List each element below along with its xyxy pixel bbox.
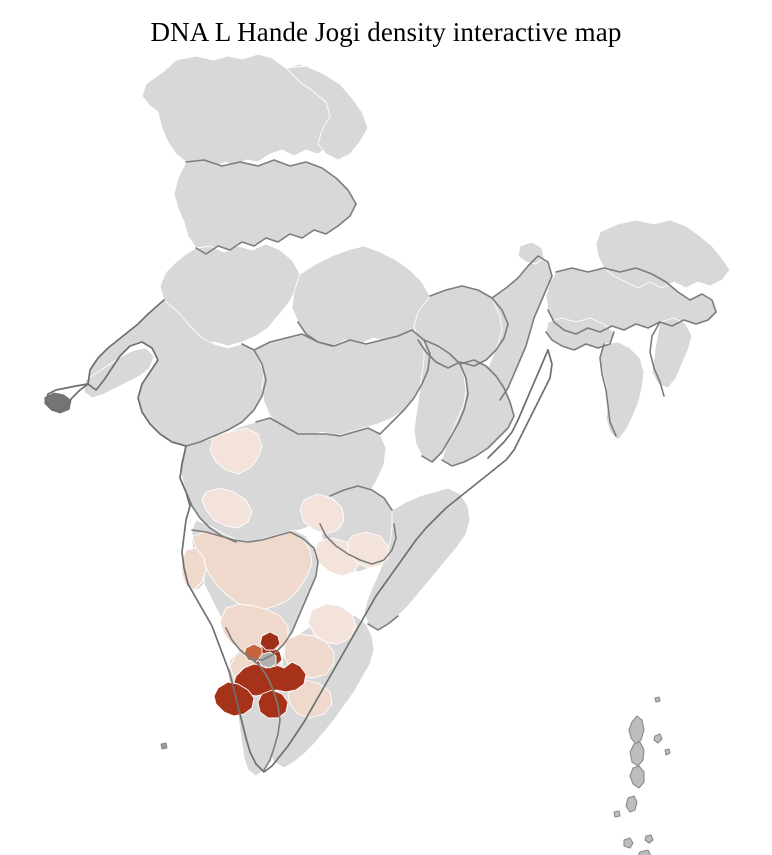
island-nancowry[interactable]	[644, 834, 654, 844]
state-border-maharashtra-telangana	[330, 486, 392, 510]
state-border-assam-north	[556, 268, 716, 312]
state-border-bihar	[418, 286, 508, 368]
state-border-rajasthan-mp	[196, 204, 356, 254]
district-max-hotspot-west[interactable]	[214, 682, 254, 716]
map-layer-density-hotspot	[214, 632, 306, 718]
district-low-andhra-south[interactable]	[308, 604, 356, 644]
island-nicobar-islet[interactable]	[613, 810, 621, 818]
region-madhya-pradesh[interactable]	[254, 330, 430, 436]
state-border-up-south	[298, 322, 332, 346]
island-great-nicobar[interactable]	[637, 849, 652, 855]
state-border-odisha	[442, 360, 514, 466]
region-nagaland-manipur[interactable]	[652, 318, 692, 388]
state-border-gujarat-east	[186, 344, 266, 446]
state-border-chhattisgarh-east	[422, 340, 468, 462]
island-narcondam[interactable]	[654, 696, 661, 703]
state-border-westbengal	[492, 256, 552, 400]
page-title: DNA L Hande Jogi density interactive map	[150, 17, 622, 47]
state-border-manipur-mizoram	[650, 322, 664, 396]
island-andaman-east-islet[interactable]	[653, 733, 663, 744]
map-layer-coastline	[46, 300, 552, 772]
district-mid-karnataka-coastal[interactable]	[182, 548, 206, 590]
state-border-tamilnadu-kerala	[240, 650, 280, 770]
coastline-bengal	[488, 350, 548, 458]
state-border-meghalaya	[546, 332, 614, 350]
state-border-ap-tamilnadu	[368, 616, 398, 630]
island-little-andaman[interactable]	[625, 795, 638, 813]
island-barren[interactable]	[664, 748, 671, 756]
island-lakshadweep[interactable]	[160, 742, 168, 750]
region-andhra-pradesh[interactable]	[364, 488, 470, 630]
region-kutch[interactable]	[84, 348, 154, 398]
map-layer-basemap	[44, 54, 730, 776]
district-low-maharashtra-central[interactable]	[202, 488, 252, 528]
island-north-andaman[interactable]	[628, 715, 645, 745]
india-density-map[interactable]	[0, 50, 772, 855]
region-arunachal-pradesh[interactable]	[596, 220, 730, 288]
coastline-gujarat-kutch	[46, 384, 88, 412]
region-sikkim[interactable]	[518, 242, 544, 264]
state-border-karnataka-north	[192, 530, 318, 562]
coastline-west	[88, 300, 186, 446]
coastline-east-coromandel	[376, 350, 552, 596]
region-mizoram-tripura[interactable]	[600, 342, 644, 440]
region-rajasthan[interactable]	[160, 244, 300, 346]
map-layer-islands	[160, 696, 671, 855]
state-border-assam-south	[548, 310, 716, 334]
region-ladakh-east[interactable]	[286, 66, 368, 160]
district-max-hotspot-spur[interactable]	[260, 632, 280, 650]
india-map-svg[interactable]	[0, 50, 772, 855]
region-north-plains[interactable]	[174, 160, 356, 254]
island-south-andaman[interactable]	[629, 765, 645, 789]
district-low-maharashtra-north[interactable]	[210, 428, 262, 474]
state-border-telangana-ap	[320, 524, 396, 564]
map-layer-density-low	[202, 428, 388, 644]
district-low-telangana-west[interactable]	[300, 494, 344, 534]
state-border-mp-south	[256, 340, 430, 436]
island-middle-andaman[interactable]	[629, 741, 645, 767]
coastline-konkan-malabar	[180, 446, 376, 772]
state-border-karnataka-east	[284, 562, 318, 644]
island-car-nicobar[interactable]	[623, 837, 634, 849]
district-max-hotspot-southeast[interactable]	[258, 690, 288, 718]
state-border-north	[186, 160, 356, 204]
district-mid-tamilnadu-north[interactable]	[288, 680, 332, 718]
state-border-mp-north	[254, 330, 424, 350]
state-border-tripura	[600, 344, 616, 436]
